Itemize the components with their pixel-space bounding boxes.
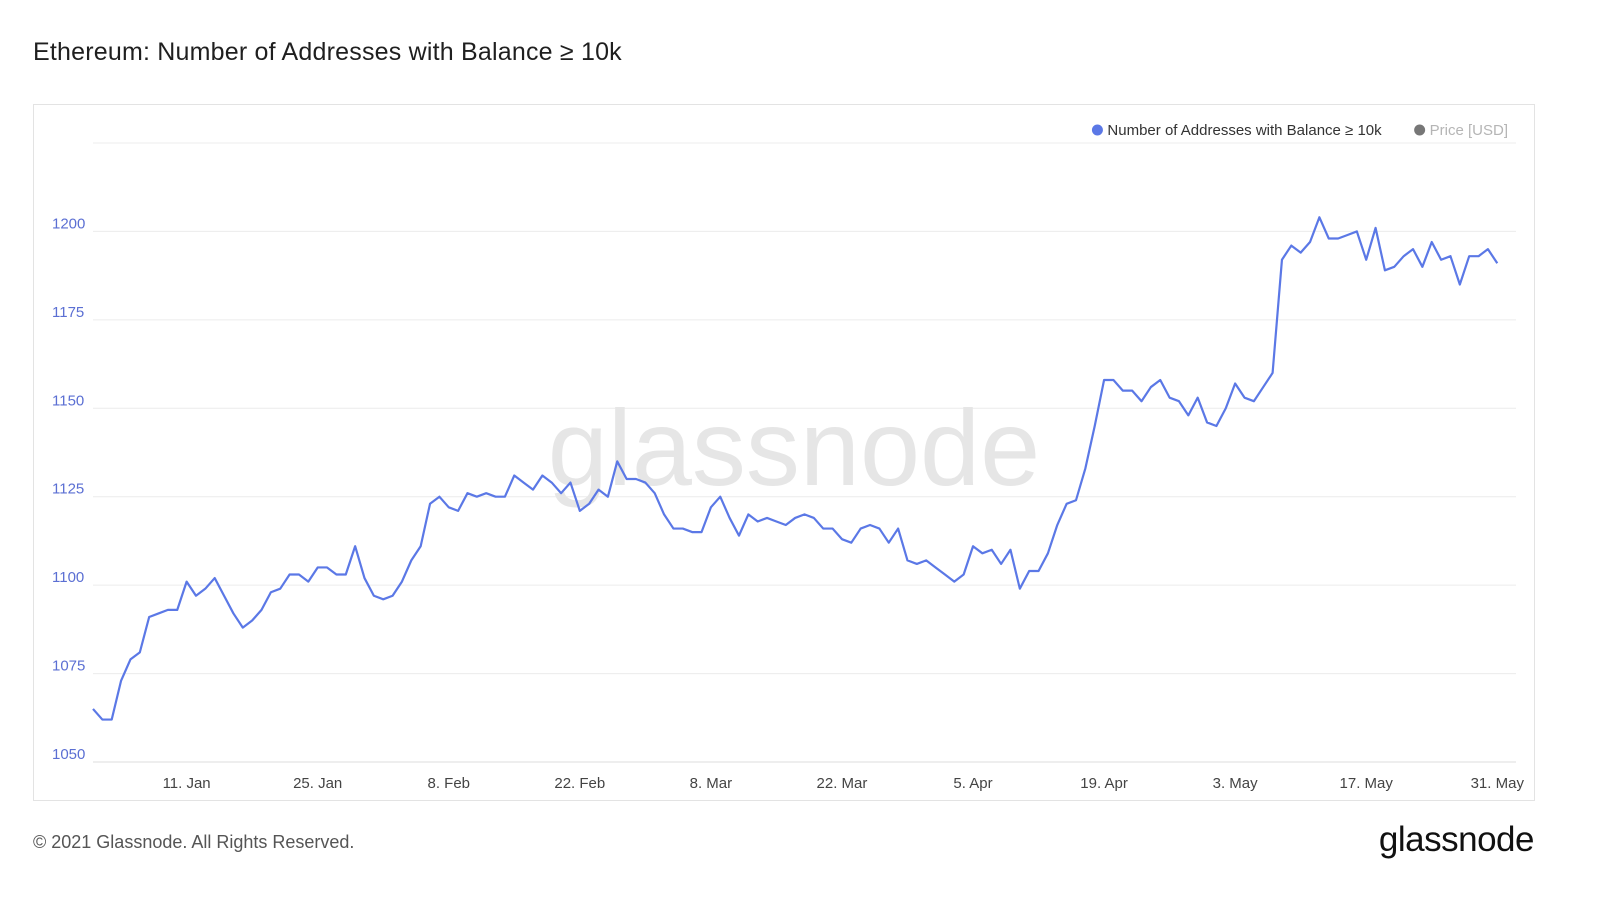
legend-label: Price [USD] <box>1430 122 1508 139</box>
line-chart: glassnode 1050 1075 1100 1125 1150 1175 1200 1… <box>52 122 1525 792</box>
y-tick-label: 1150 <box>52 392 84 409</box>
x-tick-label: 31. May <box>1471 775 1525 792</box>
x-tick-label: 17. May <box>1340 775 1394 792</box>
x-tick-label: 22. Mar <box>817 775 868 792</box>
chart-panel: glassnode 1050 1075 1100 1125 1150 1175 1200 1… <box>33 104 1535 801</box>
grid-lines <box>93 142 1516 763</box>
y-tick-label: 1125 <box>52 481 84 498</box>
x-tick-label: 5. Apr <box>953 775 992 792</box>
x-tick-label: 19. Apr <box>1080 775 1128 792</box>
legend-item-price[interactable]: Price [USD] <box>1414 122 1508 139</box>
x-tick-label: 22. Feb <box>554 775 605 792</box>
series-line-addresses <box>92 216 1499 721</box>
y-tick-label: 1075 <box>52 658 85 675</box>
brand-logo[interactable]: glassnode <box>1378 820 1535 859</box>
x-tick-label: 8. Mar <box>690 775 733 792</box>
x-tick-label: 25. Jan <box>293 775 342 792</box>
y-tick-label: 1050 <box>52 746 85 763</box>
legend-dot-icon <box>1091 124 1103 136</box>
legend-item-addresses[interactable]: Number of Addresses with Balance ≥ 10k <box>1091 122 1382 139</box>
legend: Price [USD] Number of Addresses with Bala… <box>1091 122 1508 139</box>
x-axis: 11. Jan 25. Jan 8. Feb 22. Feb 8. Mar 22. Mar… <box>93 761 1525 792</box>
legend-dot-icon <box>1414 124 1426 136</box>
y-tick-label: 1175 <box>52 304 84 321</box>
y-tick-label: 1200 <box>52 215 85 232</box>
y-axis: 1050 1075 1100 1125 1150 1175 1200 <box>52 215 85 763</box>
copyright-text: © 2021 Glassnode. All Rights Reserved. <box>33 832 355 852</box>
y-tick-label: 1100 <box>52 569 84 586</box>
x-tick-label: 8. Feb <box>427 775 470 792</box>
legend-label: Number of Addresses with Balance ≥ 10k <box>1107 122 1382 139</box>
x-tick-label: 11. Jan <box>163 775 211 792</box>
watermark-text: glassnode <box>548 387 1040 508</box>
page-title: Ethereum: Number of Addresses with Balan… <box>33 38 622 66</box>
x-tick-label: 3. May <box>1213 775 1259 792</box>
